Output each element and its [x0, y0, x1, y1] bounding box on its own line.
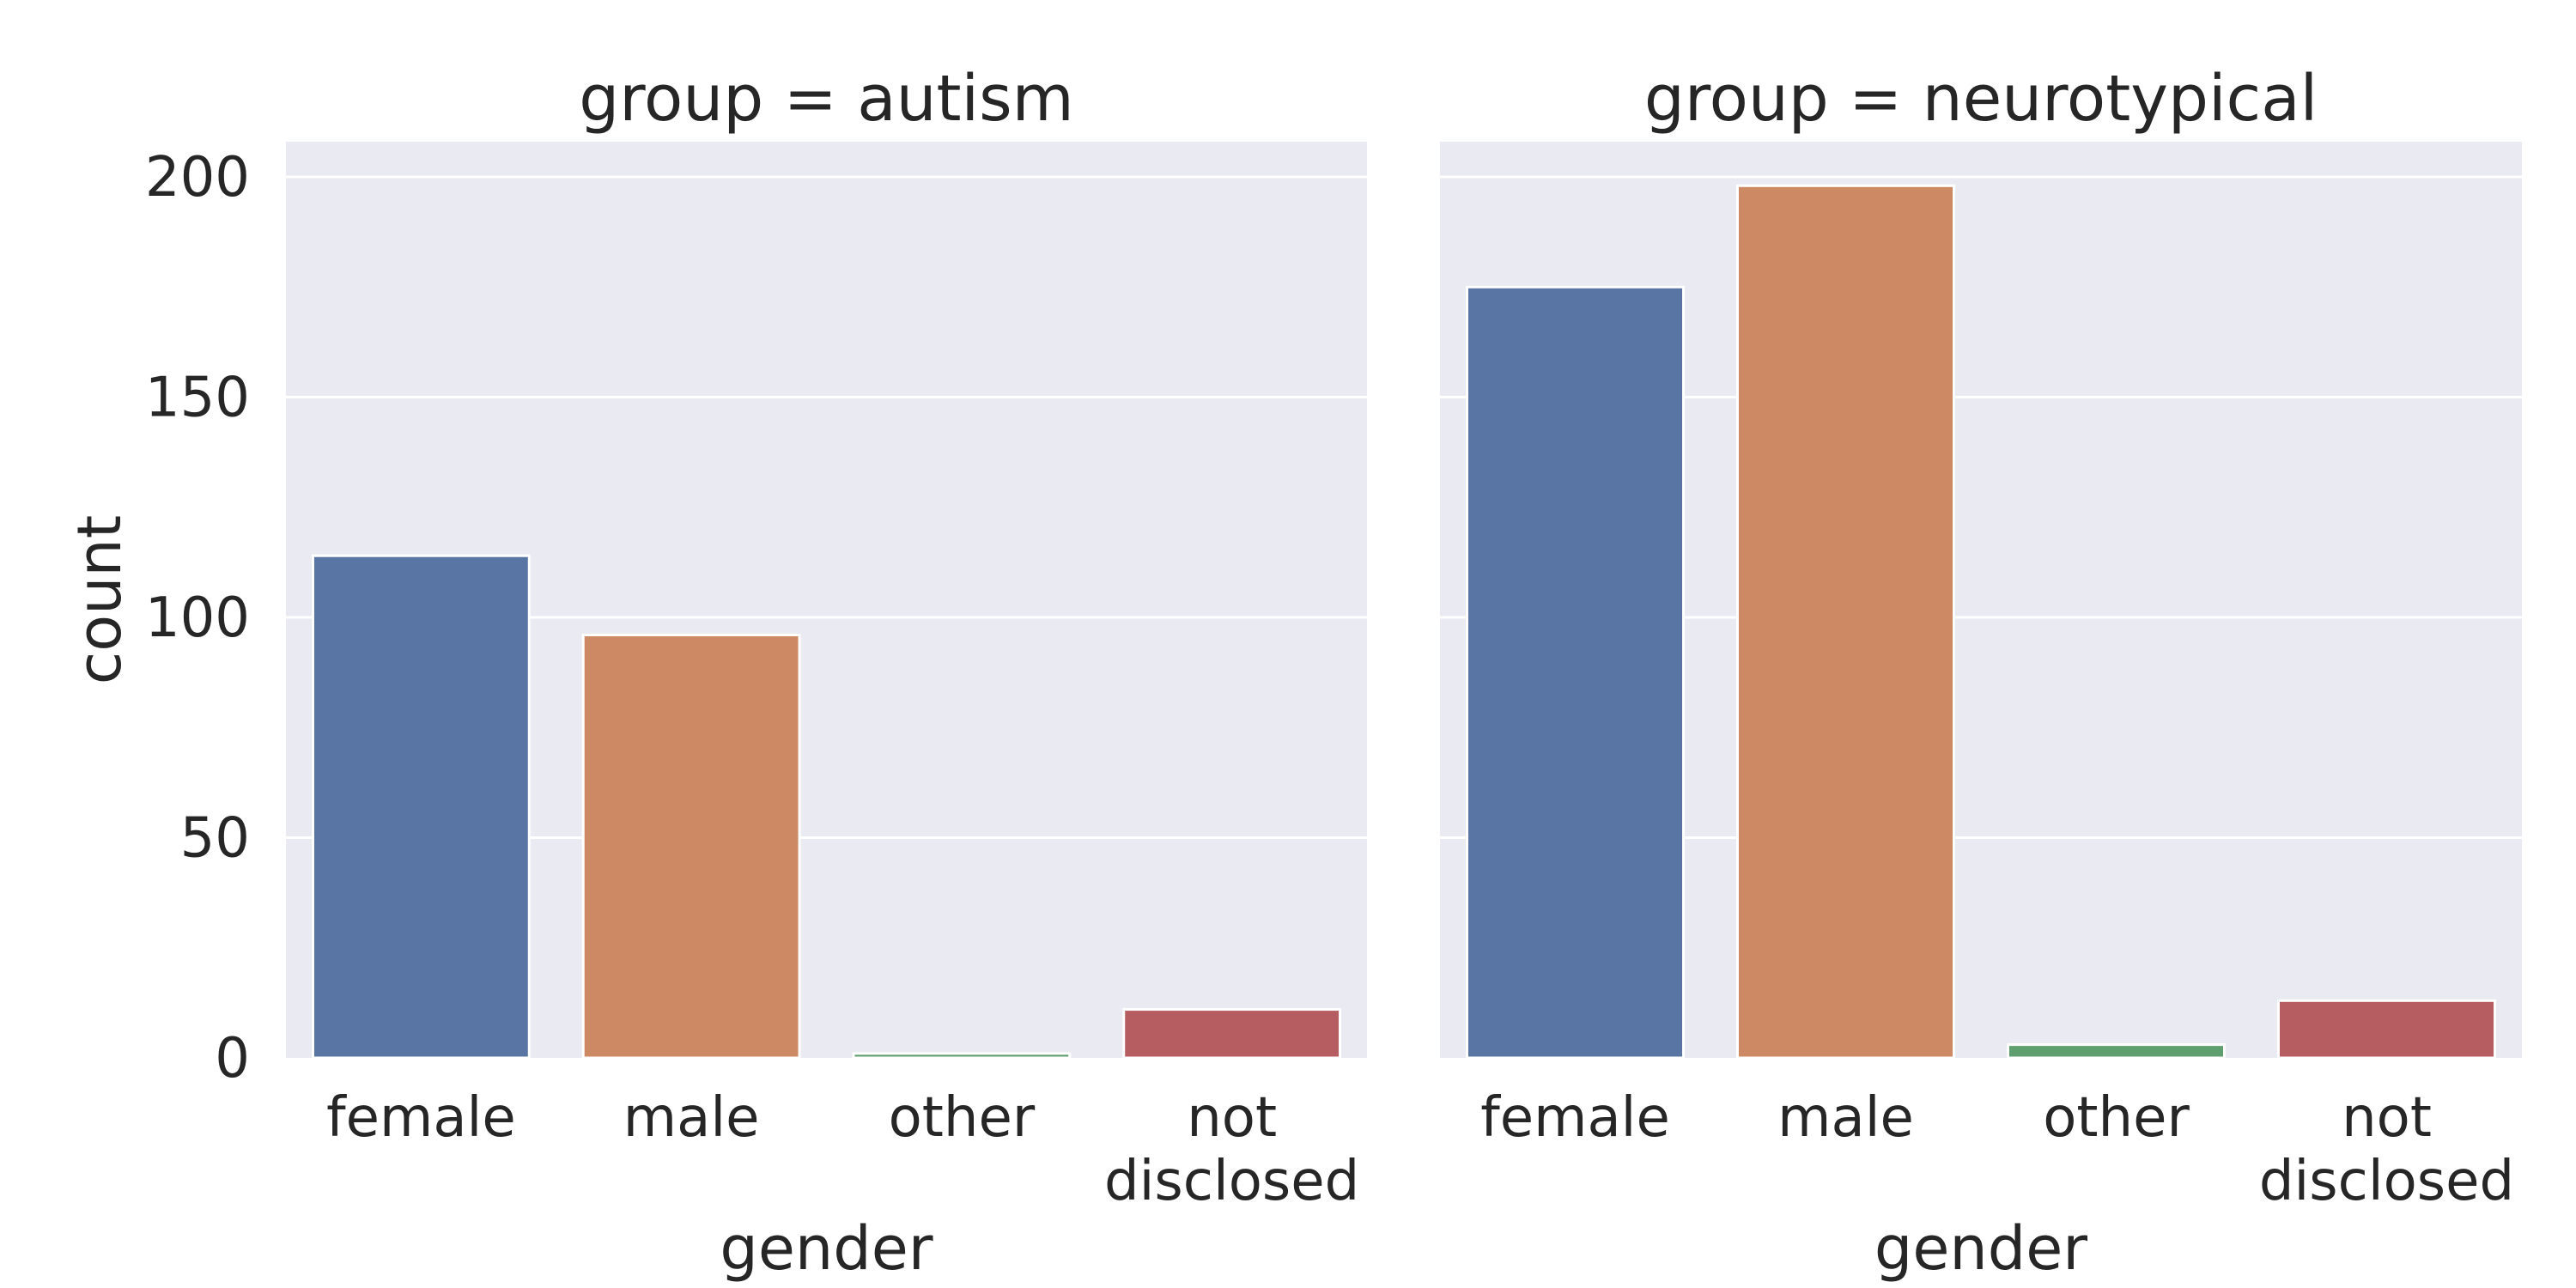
x-tick-label: male [623, 1086, 760, 1150]
y-tick-label: 50 [180, 807, 250, 871]
y-tick-label: 100 [145, 586, 250, 650]
x-tick-label: male [1777, 1086, 1914, 1150]
y-tick-labels: 0 50 100 150 200 [145, 146, 250, 1091]
x-axis-label: gender [1874, 1213, 2087, 1284]
x-tick-label: other [889, 1086, 1036, 1150]
x-tick-label: other [2043, 1086, 2190, 1150]
x-axis-label: gender [720, 1213, 933, 1284]
y-tick-label: 200 [145, 146, 250, 210]
y-tick-label: 0 [215, 1027, 250, 1091]
bar-male [581, 634, 801, 1060]
y-tick-label: 150 [145, 367, 250, 430]
x-tick-labels: female male other not disclosed [326, 1086, 1359, 1213]
x-tick-label: female [326, 1086, 516, 1150]
bar-female [311, 554, 531, 1060]
y-axis-label: count [64, 515, 135, 685]
bar-other [2007, 1043, 2226, 1060]
x-tick-labels: female male other not disclosed [1480, 1086, 2514, 1213]
bar-other [852, 1052, 1072, 1060]
bar-not-disclosed [2277, 999, 2496, 1060]
panel-title: group = neurotypical [1644, 62, 2318, 136]
bars [1466, 184, 2496, 1060]
bar-male [1736, 184, 1955, 1060]
bar-not-disclosed [1122, 1008, 1342, 1060]
panel-autism: group = autism gender female male other not… [64, 62, 1367, 1284]
panel-title: group = autism [579, 62, 1073, 136]
bar-female [1466, 285, 1685, 1060]
x-tick-label: female [1480, 1086, 1670, 1150]
panel-neurotypical: group = neurotypical gender female male ot… [1440, 62, 2522, 1284]
bars [311, 554, 1342, 1060]
x-tick-label: not disclosed [1104, 1086, 1359, 1213]
x-tick-label: not disclosed [2259, 1086, 2514, 1213]
